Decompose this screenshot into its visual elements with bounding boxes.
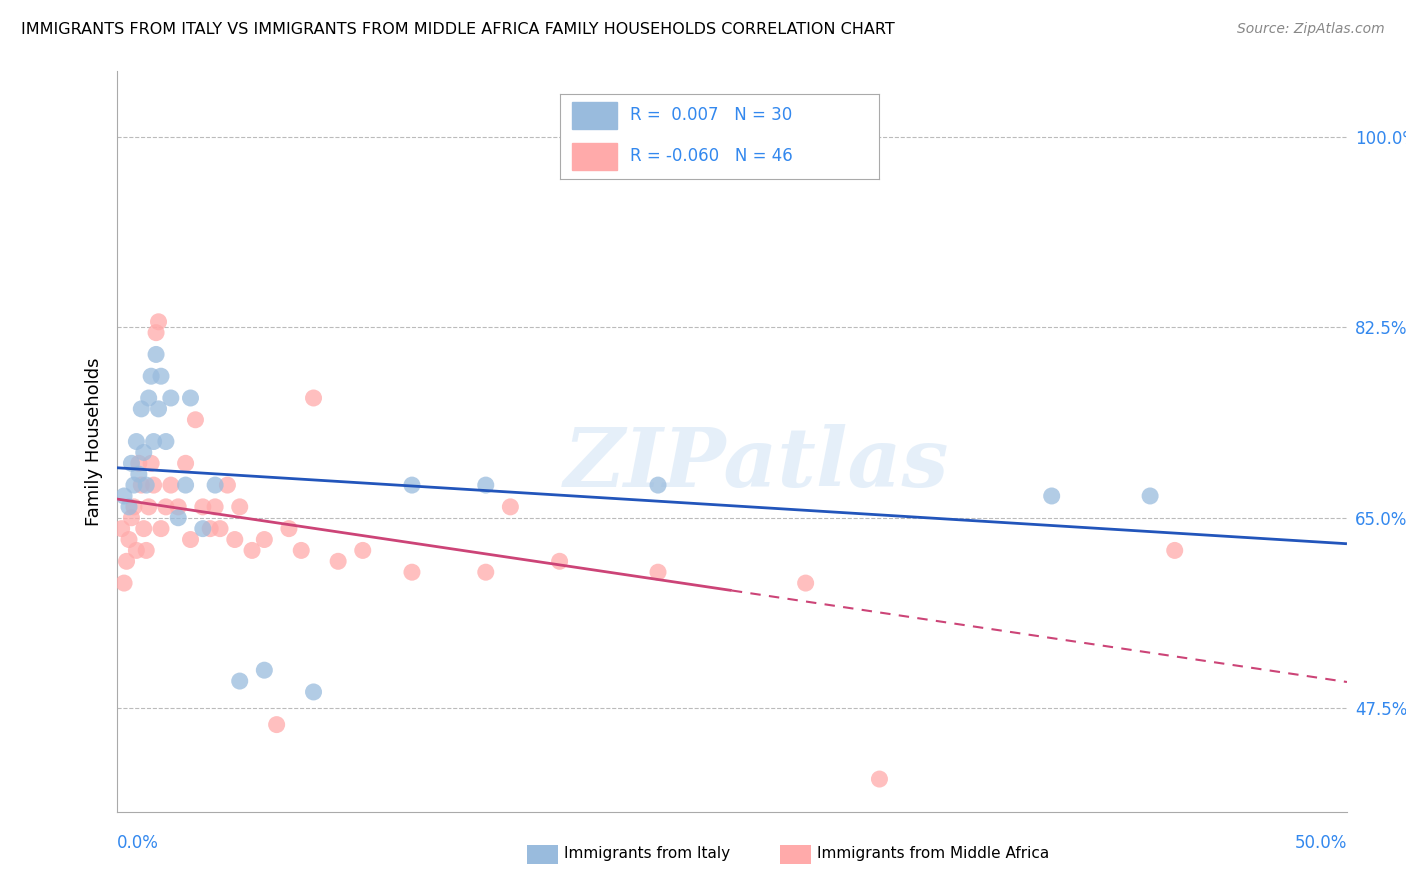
Point: [191, 522, 214, 536]
Point: [191, 500, 214, 514]
Point: [647, 565, 669, 579]
FancyBboxPatch shape: [572, 102, 617, 129]
Point: [278, 522, 301, 536]
Point: [125, 543, 148, 558]
Point: [142, 434, 165, 449]
Point: [150, 369, 172, 384]
Point: [179, 391, 202, 405]
Point: [184, 413, 207, 427]
FancyBboxPatch shape: [572, 143, 617, 170]
Point: [647, 478, 669, 492]
Text: R =  0.007   N = 30: R = 0.007 N = 30: [630, 106, 792, 124]
Point: [141, 456, 163, 470]
Point: [121, 510, 143, 524]
Point: [217, 478, 239, 492]
Point: [179, 533, 202, 547]
Point: [352, 543, 374, 558]
Point: [128, 456, 150, 470]
Point: [167, 510, 190, 524]
Point: [142, 478, 165, 492]
Point: [794, 576, 817, 591]
Point: [204, 478, 226, 492]
Point: [112, 489, 135, 503]
Text: Immigrants from Italy: Immigrants from Italy: [564, 847, 730, 861]
Point: [326, 554, 349, 568]
Point: [135, 543, 157, 558]
Point: [204, 500, 226, 514]
Point: [474, 478, 498, 492]
Point: [111, 522, 132, 536]
Point: [155, 434, 177, 449]
Point: [499, 500, 522, 514]
Point: [145, 326, 167, 340]
Point: [228, 500, 250, 514]
Point: [135, 478, 157, 492]
Point: [208, 522, 231, 536]
Point: [266, 717, 288, 731]
Point: [174, 478, 197, 492]
Point: [129, 478, 153, 492]
Text: Source: ZipAtlas.com: Source: ZipAtlas.com: [1237, 22, 1385, 37]
Text: 50.0%: 50.0%: [1295, 834, 1347, 852]
Point: [200, 522, 222, 536]
Text: R = -0.060   N = 46: R = -0.060 N = 46: [630, 147, 793, 165]
Point: [302, 391, 325, 405]
Point: [155, 500, 177, 514]
Point: [868, 772, 891, 786]
Point: [118, 533, 141, 547]
Point: [474, 565, 498, 579]
Point: [160, 478, 183, 492]
Point: [253, 533, 276, 547]
Text: 0.0%: 0.0%: [117, 834, 159, 852]
Point: [122, 478, 145, 492]
Point: [132, 522, 155, 536]
Point: [148, 315, 170, 329]
Point: [145, 347, 167, 361]
Y-axis label: Family Households: Family Households: [84, 358, 103, 525]
Point: [167, 500, 190, 514]
Point: [174, 456, 197, 470]
Point: [401, 565, 423, 579]
Text: Immigrants from Middle Africa: Immigrants from Middle Africa: [817, 847, 1049, 861]
Point: [112, 576, 135, 591]
Point: [228, 674, 250, 689]
Point: [240, 543, 263, 558]
Point: [401, 478, 423, 492]
Point: [118, 500, 141, 514]
Point: [1040, 489, 1063, 503]
Point: [121, 456, 143, 470]
Point: [160, 391, 183, 405]
Point: [253, 663, 276, 677]
Point: [132, 445, 155, 459]
Point: [115, 554, 138, 568]
Point: [548, 554, 571, 568]
Point: [148, 401, 170, 416]
Point: [150, 522, 172, 536]
Point: [302, 685, 325, 699]
Point: [129, 401, 153, 416]
Point: [128, 467, 150, 482]
Point: [125, 434, 148, 449]
Point: [138, 500, 160, 514]
Text: IMMIGRANTS FROM ITALY VS IMMIGRANTS FROM MIDDLE AFRICA FAMILY HOUSEHOLDS CORRELA: IMMIGRANTS FROM ITALY VS IMMIGRANTS FROM…: [21, 22, 894, 37]
Point: [1139, 489, 1161, 503]
Text: ZIPatlas: ZIPatlas: [564, 424, 949, 504]
Point: [122, 500, 145, 514]
Point: [290, 543, 312, 558]
Point: [1164, 543, 1187, 558]
Point: [138, 391, 160, 405]
Point: [141, 369, 163, 384]
Point: [224, 533, 246, 547]
